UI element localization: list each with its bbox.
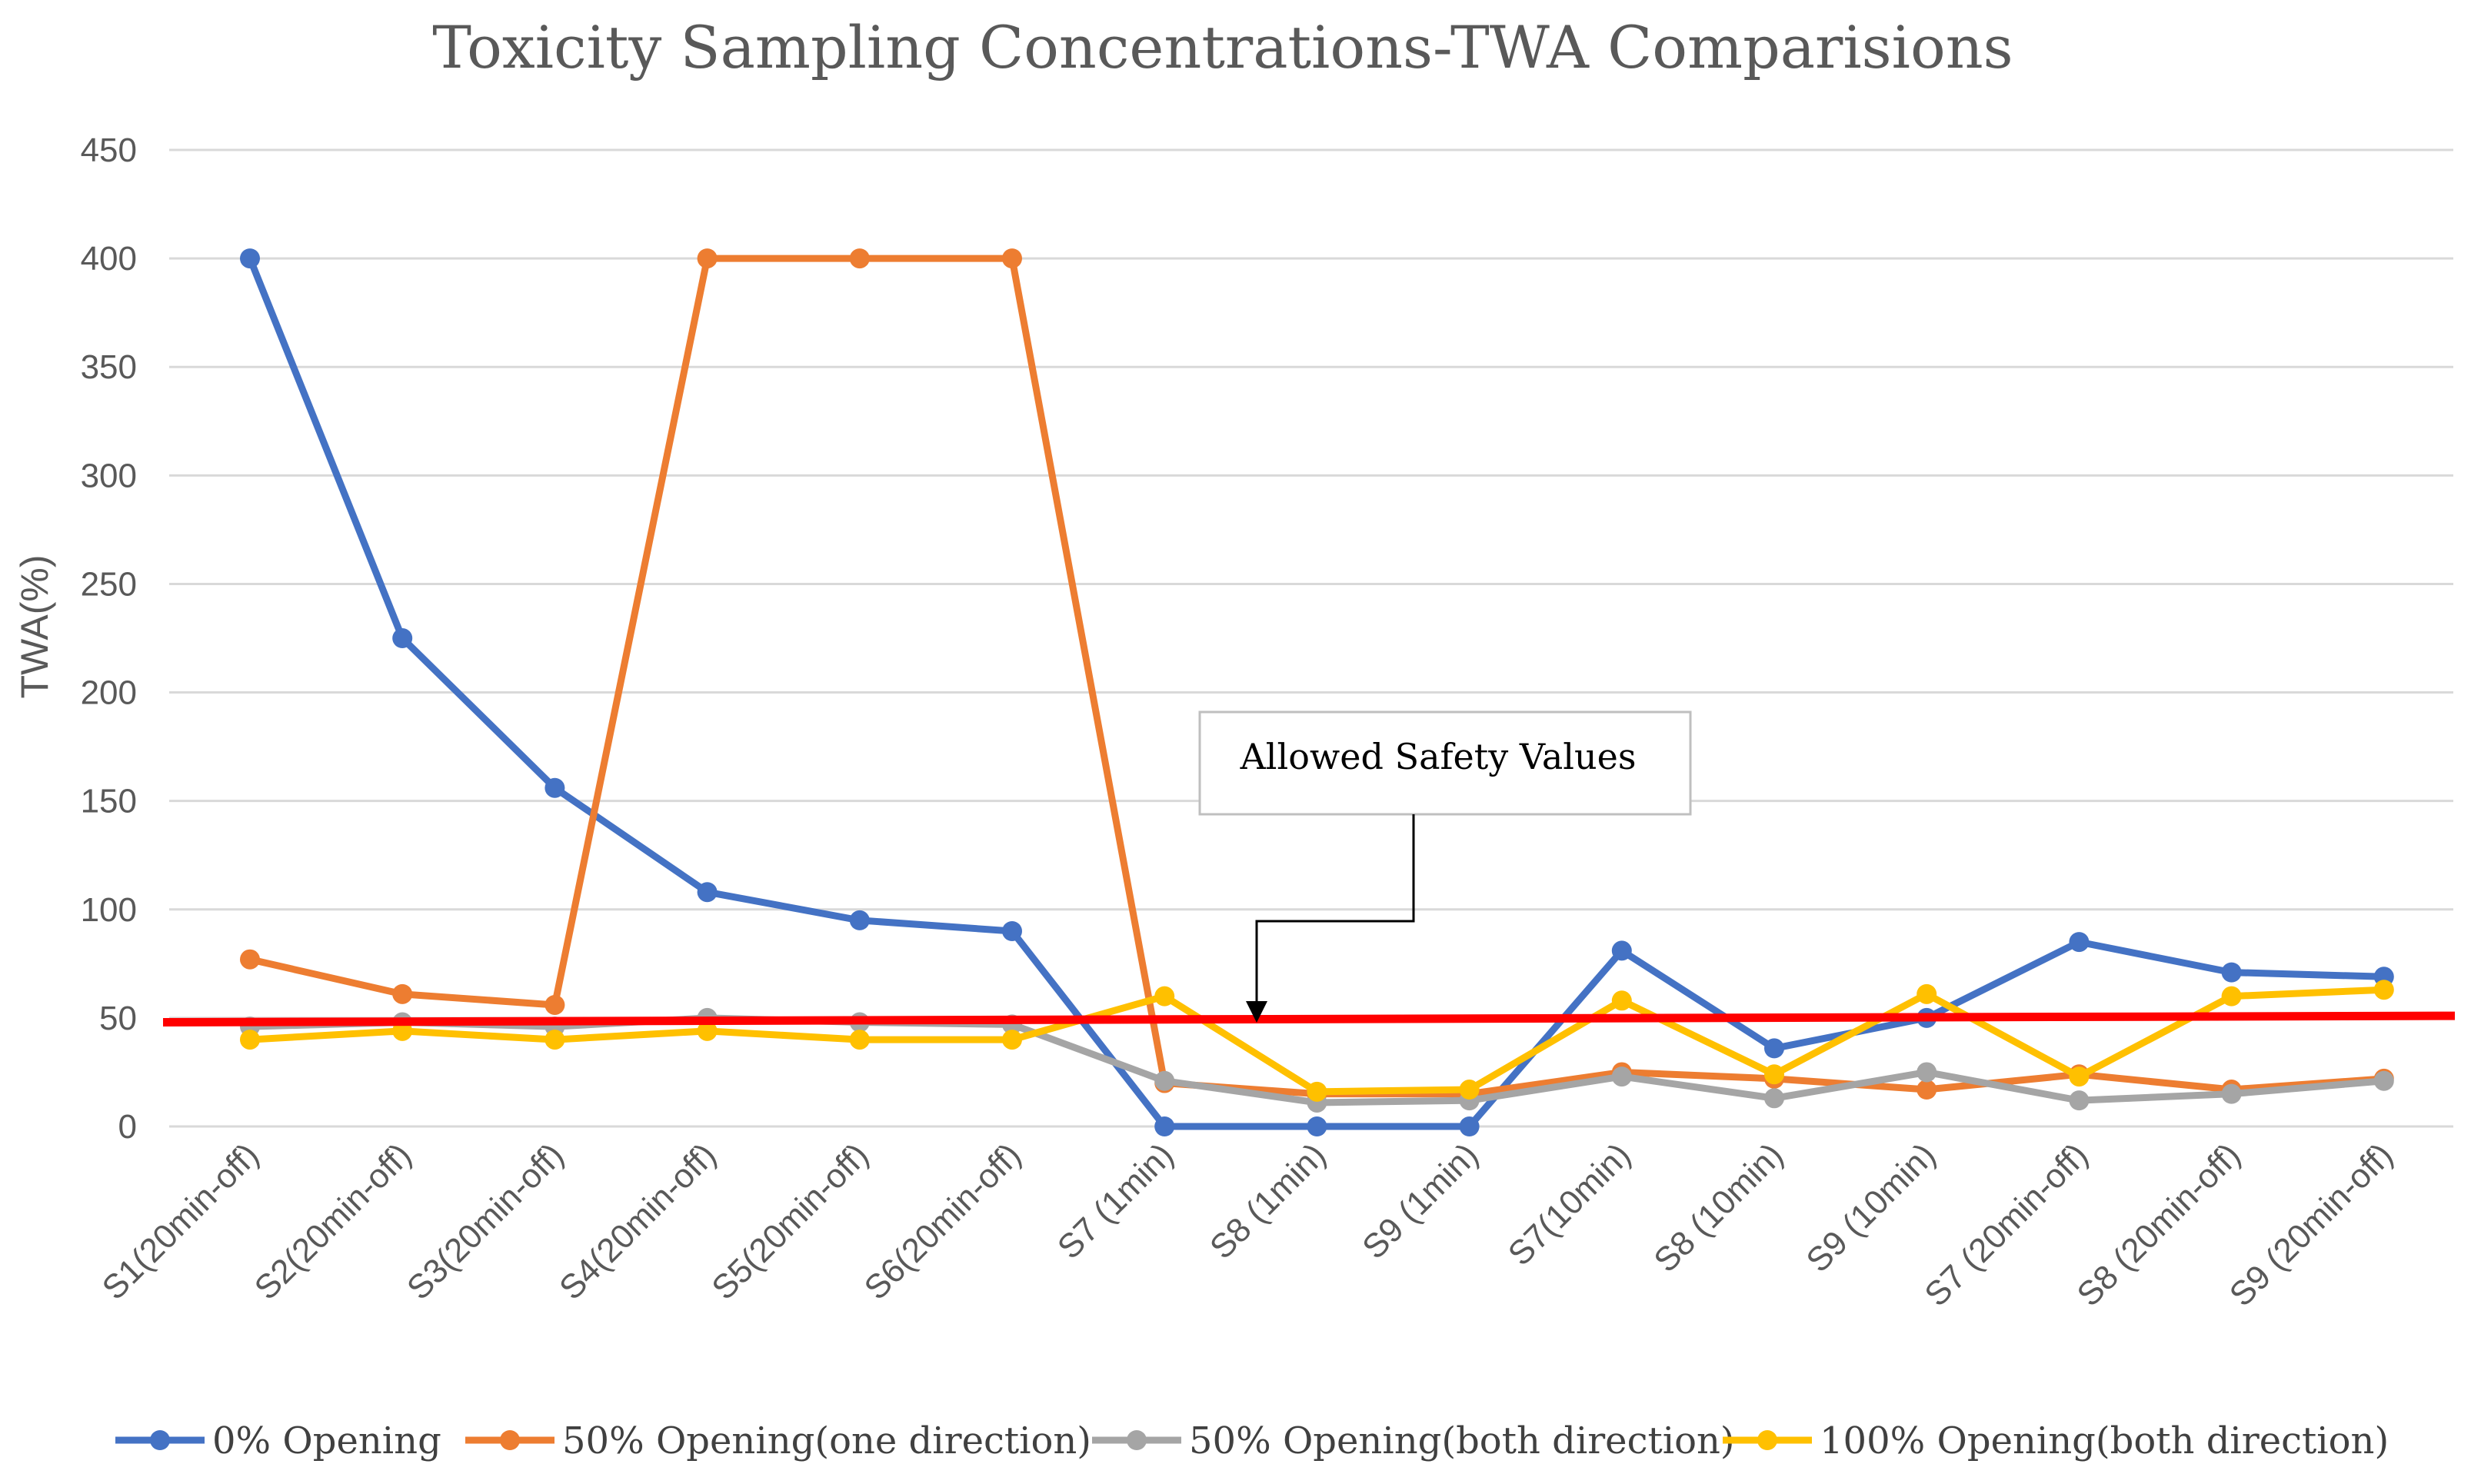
data-point xyxy=(697,248,718,269)
series-1 xyxy=(240,248,2394,1136)
data-point xyxy=(1611,1066,1632,1087)
data-point xyxy=(1611,940,1632,961)
legend-label: 0% Opening xyxy=(212,1419,441,1462)
data-point xyxy=(2221,986,2242,1007)
legend-item-4: 100% Opening(both direction) xyxy=(1723,1419,2389,1462)
series-line xyxy=(246,255,2388,1098)
data-point xyxy=(1307,1116,1327,1136)
series-lines xyxy=(240,248,2394,1136)
x-tick-label: S1(20min-off) xyxy=(95,1136,267,1307)
data-point xyxy=(544,777,565,798)
x-tick-label: S4(20min-off) xyxy=(552,1136,724,1307)
y-tick-label: 400 xyxy=(81,240,137,278)
legend-item-2: 50% Opening(one direction) xyxy=(465,1419,1091,1462)
y-axis-label: TWA(%) xyxy=(13,555,56,699)
annotation-arrowhead xyxy=(1246,1001,1267,1023)
annotation-text: Allowed Safety Values xyxy=(1240,736,1637,777)
data-point xyxy=(2069,1066,2090,1087)
series-2 xyxy=(240,248,2394,1104)
legend-label: 50% Opening(one direction) xyxy=(562,1419,1091,1462)
y-tick-label: 200 xyxy=(81,674,137,712)
data-point xyxy=(1917,1080,1937,1100)
annotation-box xyxy=(1198,710,1692,816)
y-tick-label: 300 xyxy=(81,457,137,494)
y-tick-label: 0 xyxy=(118,1108,137,1146)
x-tick-label: S2(20min-off) xyxy=(248,1136,419,1307)
annotation-connector xyxy=(1255,814,1415,1013)
x-tick-label: S6(20min-off) xyxy=(858,1136,1029,1307)
data-point xyxy=(849,248,870,269)
data-point xyxy=(2373,1070,2394,1091)
x-tick-label: S7(10min) xyxy=(1501,1136,1638,1273)
y-tick-label: 150 xyxy=(81,783,137,820)
chart-title: Toxicity Sampling Concentrations-TWA Com… xyxy=(432,13,2013,82)
data-point xyxy=(544,994,565,1015)
data-point xyxy=(1917,1062,1937,1083)
data-point xyxy=(697,1020,718,1041)
data-point xyxy=(1764,1038,1784,1059)
data-point xyxy=(240,1030,260,1050)
data-point xyxy=(392,1020,413,1041)
legend-item-1: 0% Opening xyxy=(115,1419,441,1462)
series-4 xyxy=(240,980,2394,1102)
data-point xyxy=(240,949,260,970)
x-tick-label: S8 (10min) xyxy=(1647,1136,1790,1279)
data-point xyxy=(1002,248,1022,269)
y-tick-label: 250 xyxy=(81,565,137,603)
x-tick-label: S7 (1min) xyxy=(1051,1136,1181,1266)
data-point xyxy=(1002,1030,1022,1050)
legend-swatch-marker xyxy=(500,1430,520,1450)
annotation: Allowed Safety Values xyxy=(1198,710,1692,1023)
threshold-line xyxy=(162,1011,2456,1027)
legend-label: 50% Opening(both direction) xyxy=(1189,1419,1735,1462)
data-point xyxy=(1154,986,1175,1007)
gridlines xyxy=(169,148,2453,1128)
data-point xyxy=(392,628,413,648)
y-tick-label: 450 xyxy=(81,131,137,169)
data-point xyxy=(1611,990,1632,1011)
data-point xyxy=(1459,1080,1480,1100)
data-point xyxy=(1154,1116,1175,1136)
safety-threshold xyxy=(162,1011,2456,1027)
data-point xyxy=(1764,1064,1784,1085)
data-point xyxy=(2069,932,2090,953)
x-tick-label: S9 (20min-off) xyxy=(2223,1136,2400,1313)
legend-label: 100% Opening(both direction) xyxy=(1820,1419,2389,1462)
data-point xyxy=(1154,1070,1175,1091)
y-axis-ticks: 0 50 100 150 200 250 300 350 400 450 xyxy=(81,131,137,1146)
legend-swatch-marker xyxy=(150,1430,170,1450)
data-point xyxy=(2221,962,2242,983)
x-tick-label: S7 (20min-off) xyxy=(1917,1136,2095,1313)
y-tick-label: 100 xyxy=(81,891,137,929)
data-point xyxy=(697,882,718,903)
data-point xyxy=(544,1030,565,1050)
data-point xyxy=(1764,1088,1784,1109)
data-point xyxy=(2069,1090,2090,1111)
x-tick-label: S9 (1min) xyxy=(1355,1136,1486,1266)
x-axis-ticks: S1(20min-off)S2(20min-off)S3(20min-off)S… xyxy=(95,1136,2400,1313)
data-point xyxy=(2221,1083,2242,1104)
data-point xyxy=(849,910,870,930)
x-tick-label: S8 (1min) xyxy=(1203,1136,1334,1266)
data-point xyxy=(1002,921,1022,941)
data-point xyxy=(240,248,260,269)
data-point xyxy=(1459,1116,1480,1136)
x-tick-label: S5(20min-off) xyxy=(704,1136,876,1307)
x-tick-label: S8 (20min-off) xyxy=(2070,1136,2247,1313)
y-tick-label: 50 xyxy=(99,1000,137,1037)
data-point xyxy=(1917,983,1937,1004)
legend: 0% Opening 50% Opening(one direction) 50% … xyxy=(115,1419,2389,1462)
data-point xyxy=(392,983,413,1004)
legend-swatch-marker xyxy=(1127,1430,1147,1450)
data-point xyxy=(849,1030,870,1050)
legend-swatch-marker xyxy=(1757,1430,1777,1450)
y-tick-label: 350 xyxy=(81,348,137,386)
x-tick-label: S9 (10min) xyxy=(1799,1136,1943,1279)
legend-item-3: 50% Opening(both direction) xyxy=(1092,1419,1735,1462)
data-point xyxy=(1307,1081,1327,1102)
data-point xyxy=(2373,980,2394,1000)
x-tick-label: S3(20min-off) xyxy=(400,1136,571,1307)
